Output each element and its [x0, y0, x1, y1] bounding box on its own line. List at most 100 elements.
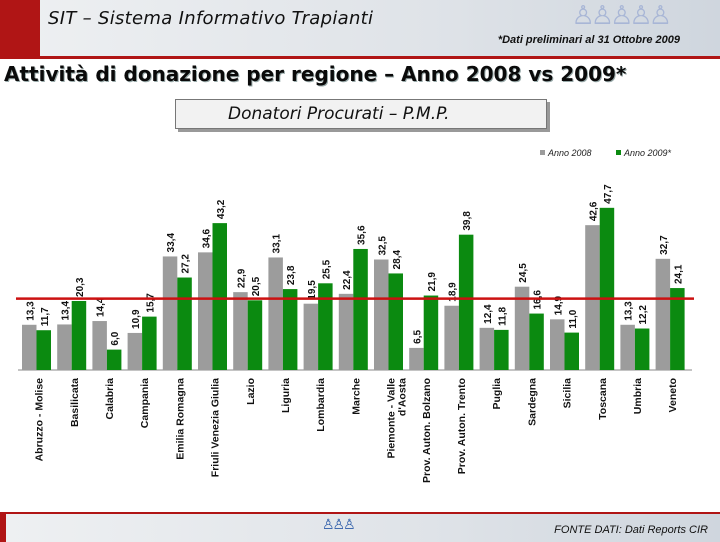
value-label-2009: 25,5: [321, 259, 332, 279]
category-label: Abruzzo - Molise: [34, 378, 46, 462]
bar-2008: [162, 256, 178, 370]
value-label-2008: 12,4: [483, 304, 494, 324]
bar-2009: [670, 288, 685, 370]
category-label: Lombardia: [315, 378, 327, 432]
data-source: FONTE DATI: Dati Reports CIR: [554, 524, 708, 536]
bar-2008: [338, 293, 354, 370]
category-label: Calabria: [104, 378, 116, 420]
value-label-2009: 27,2: [181, 254, 192, 274]
value-label-2008: 33,4: [166, 233, 177, 253]
value-label-2008: 13,3: [624, 301, 635, 321]
bar-2008: [233, 292, 248, 370]
category-label: Marche: [350, 378, 362, 415]
value-label-2009: 20,5: [251, 276, 262, 296]
value-label-2009: 21,9: [427, 272, 438, 292]
value-label-2008: 42,6: [588, 201, 599, 221]
bar-2008: [374, 259, 389, 370]
value-label-2009: 23,8: [286, 265, 297, 285]
category-label: Puglia: [491, 378, 503, 410]
bar-2009: [212, 223, 227, 370]
category-label: Lazio: [245, 378, 257, 405]
value-label-2008: 24,5: [518, 263, 529, 283]
bar-2008: [57, 324, 72, 370]
bar-2009: [494, 329, 509, 370]
bar-2009: [177, 277, 192, 370]
bar-2009: [458, 234, 474, 370]
value-label-2009: 47,7: [603, 184, 614, 204]
bar-2009: [634, 328, 650, 370]
category-label: Prov. Auton. Bolzano: [421, 378, 433, 483]
legend-swatch-2008: [540, 150, 545, 155]
bar-2009: [388, 273, 403, 370]
category-label: Basilicata: [69, 378, 81, 427]
bar-2008: [22, 324, 37, 370]
footer-accent-bar: [0, 514, 6, 542]
category-label: Liguria: [280, 378, 292, 413]
bar-2009: [71, 300, 87, 370]
value-label-2009: 43,2: [216, 199, 227, 219]
category-label: Sardegna: [526, 378, 538, 426]
category-label: Piemonte - Valle: [386, 378, 398, 459]
bar-2008: [514, 286, 530, 370]
bar-2008: [550, 319, 565, 370]
system-title: SIT – Sistema Informativo Trapianti: [48, 8, 374, 29]
value-label-2008: 18,9: [448, 282, 459, 302]
value-label-2008: 22,9: [236, 268, 247, 288]
bar-2009: [564, 332, 579, 370]
bar-2009: [423, 295, 439, 370]
value-label-2008: 22,4: [342, 270, 353, 290]
bar-2009: [106, 349, 122, 370]
value-label-2008: 32,5: [377, 236, 388, 256]
value-label-2008: 13,3: [25, 301, 36, 321]
value-label-2009: 39,8: [462, 211, 473, 231]
value-label-2008: 14,9: [553, 295, 564, 315]
value-label-2008: 10,9: [131, 309, 142, 329]
bar-2009: [247, 300, 263, 370]
legend-label-2009: Anno 2009*: [623, 148, 672, 158]
bar-2008: [620, 324, 635, 370]
bar-2009: [353, 248, 368, 370]
category-label: Prov. Auton. Trento: [456, 378, 468, 474]
bar-2009: [318, 283, 333, 370]
header-banner: SIT – Sistema Informativo Trapianti ♙♙♙♙…: [0, 0, 720, 59]
bar-2008: [198, 252, 213, 370]
value-label-2008: 33,1: [272, 234, 283, 254]
bar-2009: [282, 289, 298, 370]
value-label-2009: 11,0: [568, 309, 579, 328]
header-accent-bar: [0, 0, 40, 56]
donors-bar-chart: 13,3 11,7 Abruzzo - Molise 13,4 20,3 Basilica…: [16, 148, 694, 483]
value-label-2008: 6,5: [412, 330, 423, 344]
subtitle-box: Donatori Procurati – P.M.P.: [175, 99, 547, 129]
value-label-2008: 32,7: [659, 235, 670, 255]
footer-banner: ♙♙♙ FONTE DATI: Dati Reports CIR: [0, 512, 720, 542]
value-label-2008: 34,6: [201, 228, 212, 248]
bar-2008: [479, 327, 495, 370]
chart-subtitle: Donatori Procurati – P.M.P.: [228, 104, 450, 124]
bar-2008: [655, 258, 671, 370]
category-label: Sicilia: [562, 378, 574, 409]
category-label: Friuli Venezia Giulia: [210, 378, 222, 477]
category-label: Umbria: [632, 378, 644, 414]
category-label: Emilia Romagna: [174, 378, 186, 460]
value-label-2009: 35,6: [357, 225, 368, 245]
bar-2009: [36, 330, 51, 370]
bar-2008: [303, 303, 319, 370]
category-label: Veneto: [667, 378, 679, 412]
people-group-icon: ♙♙♙♙♙: [571, 0, 672, 30]
bar-2009: [529, 313, 544, 370]
value-label-2009: 15,7: [145, 293, 156, 313]
category-label: Campania: [139, 378, 151, 428]
value-label-2008: 19,5: [307, 280, 318, 300]
bar-2009: [599, 207, 615, 370]
bar-2008: [127, 332, 143, 370]
value-label-2009: 24,1: [673, 264, 684, 284]
value-label-2009: 28,4: [392, 250, 403, 270]
preliminary-note: *Dati preliminari al 31 Ottobre 2009: [497, 34, 680, 46]
cnt-logo-icon: ♙♙♙: [322, 516, 356, 532]
value-label-2009: 20,3: [75, 277, 86, 297]
bar-2008: [409, 347, 424, 370]
bar-2008: [444, 305, 459, 370]
bar-2009: [142, 316, 157, 370]
value-label-2009: 11,8: [497, 307, 508, 326]
value-label-2008: 14,4: [96, 297, 107, 317]
